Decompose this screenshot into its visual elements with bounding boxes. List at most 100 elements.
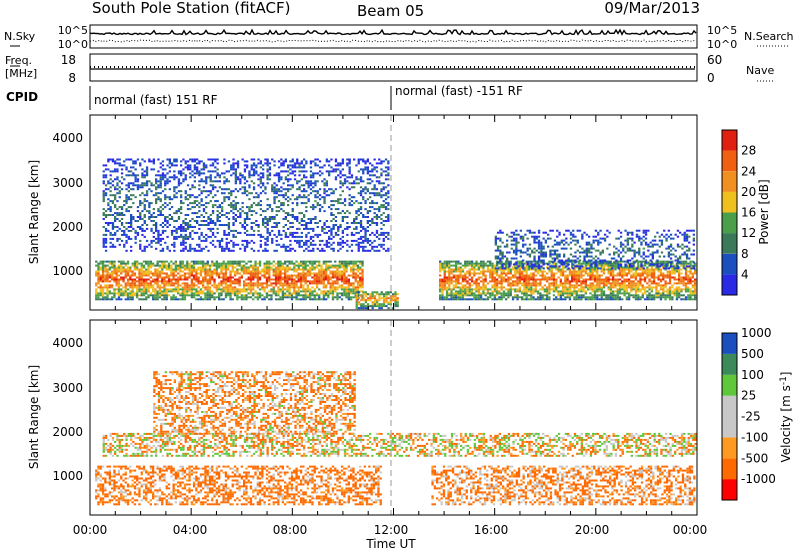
power-cell bbox=[682, 280, 685, 283]
power-cell bbox=[211, 272, 214, 275]
power-cell bbox=[97, 278, 100, 281]
power-cell bbox=[193, 160, 196, 163]
power-cell bbox=[357, 297, 361, 300]
power-cell bbox=[534, 290, 537, 293]
power-cell bbox=[127, 229, 130, 232]
power-cell bbox=[195, 274, 198, 277]
power-cell bbox=[205, 164, 208, 167]
power-cell bbox=[158, 284, 162, 287]
power-cell bbox=[108, 268, 111, 271]
power-cell bbox=[320, 280, 323, 283]
power-cell bbox=[113, 276, 116, 279]
power-cell bbox=[211, 220, 215, 222]
power-cell bbox=[625, 268, 628, 271]
power-cell bbox=[473, 268, 476, 271]
power-cell bbox=[577, 260, 581, 263]
power-cell bbox=[182, 229, 185, 232]
power-cell bbox=[455, 292, 458, 295]
power-cell bbox=[443, 296, 446, 299]
power-cell bbox=[607, 286, 610, 289]
power-cell bbox=[356, 282, 360, 285]
power-cell bbox=[158, 286, 162, 289]
power-cell bbox=[666, 264, 669, 267]
power-cell bbox=[229, 264, 232, 267]
power-cell bbox=[473, 274, 476, 277]
power-cell bbox=[248, 233, 251, 236]
power-cell bbox=[509, 270, 512, 273]
power-cell bbox=[552, 290, 556, 293]
power-cell bbox=[648, 292, 651, 295]
power-cell bbox=[655, 296, 658, 299]
power-cell bbox=[443, 274, 446, 277]
power-cell bbox=[272, 270, 275, 273]
power-cell bbox=[247, 284, 250, 287]
power-cell bbox=[161, 172, 165, 175]
power-cell bbox=[511, 266, 515, 269]
power-cell bbox=[668, 290, 672, 293]
power-cell bbox=[222, 264, 225, 267]
power-cell bbox=[628, 272, 631, 275]
power-cell bbox=[232, 233, 235, 236]
power-cell bbox=[140, 290, 143, 293]
power-cell bbox=[148, 202, 151, 205]
power-cell bbox=[154, 290, 157, 293]
power-cell bbox=[147, 274, 150, 277]
power-cell bbox=[687, 290, 690, 293]
power-cell bbox=[516, 284, 519, 287]
power-cell bbox=[190, 286, 193, 289]
power-cell bbox=[191, 202, 194, 205]
power-cell bbox=[258, 288, 262, 291]
power-cell bbox=[657, 292, 660, 295]
power-cell bbox=[243, 282, 246, 285]
power-cell bbox=[288, 290, 291, 293]
power-cell bbox=[227, 286, 230, 289]
power-cell bbox=[243, 249, 247, 252]
power-cell bbox=[197, 262, 200, 265]
power-cell bbox=[477, 290, 480, 293]
power-cell bbox=[477, 266, 480, 269]
power-cell bbox=[306, 272, 309, 275]
power-cell bbox=[523, 292, 526, 295]
power-cell bbox=[225, 178, 228, 181]
power-cell bbox=[646, 276, 649, 279]
power-cell bbox=[229, 294, 232, 297]
power-cell bbox=[245, 288, 248, 291]
power-cell bbox=[621, 274, 624, 277]
power-cell bbox=[275, 249, 278, 252]
power-cell bbox=[360, 305, 363, 308]
power-cell bbox=[689, 282, 692, 285]
power-cell bbox=[609, 278, 612, 281]
power-cell bbox=[559, 278, 562, 281]
power-cell bbox=[106, 290, 109, 293]
power-cell bbox=[102, 208, 105, 211]
power-cell bbox=[354, 286, 357, 289]
power-cell bbox=[154, 298, 157, 301]
power-cell bbox=[281, 298, 284, 301]
power-cell bbox=[245, 294, 248, 297]
power-cell bbox=[145, 298, 148, 301]
power-cell bbox=[116, 176, 119, 179]
power-cell bbox=[250, 206, 253, 209]
power-cell bbox=[154, 288, 157, 291]
power-cell bbox=[218, 174, 221, 177]
power-cell bbox=[340, 264, 344, 267]
power-cell bbox=[111, 200, 115, 203]
power-cell bbox=[177, 180, 181, 183]
power-cell bbox=[101, 274, 105, 277]
power-cell bbox=[196, 170, 199, 173]
power-cell bbox=[252, 268, 255, 271]
power-cell bbox=[180, 206, 183, 209]
power-cell bbox=[653, 264, 656, 267]
power-cell bbox=[208, 292, 212, 295]
power-cell bbox=[352, 274, 355, 277]
power-cell bbox=[555, 266, 558, 269]
power-cell bbox=[281, 264, 284, 267]
power-cell bbox=[286, 278, 289, 281]
power-cell bbox=[131, 284, 134, 287]
power-cell bbox=[250, 239, 253, 242]
power-cell bbox=[541, 288, 544, 291]
power-cell bbox=[441, 278, 444, 281]
power-cell bbox=[334, 264, 337, 267]
power-cell bbox=[257, 196, 260, 199]
power-cell bbox=[668, 288, 672, 291]
